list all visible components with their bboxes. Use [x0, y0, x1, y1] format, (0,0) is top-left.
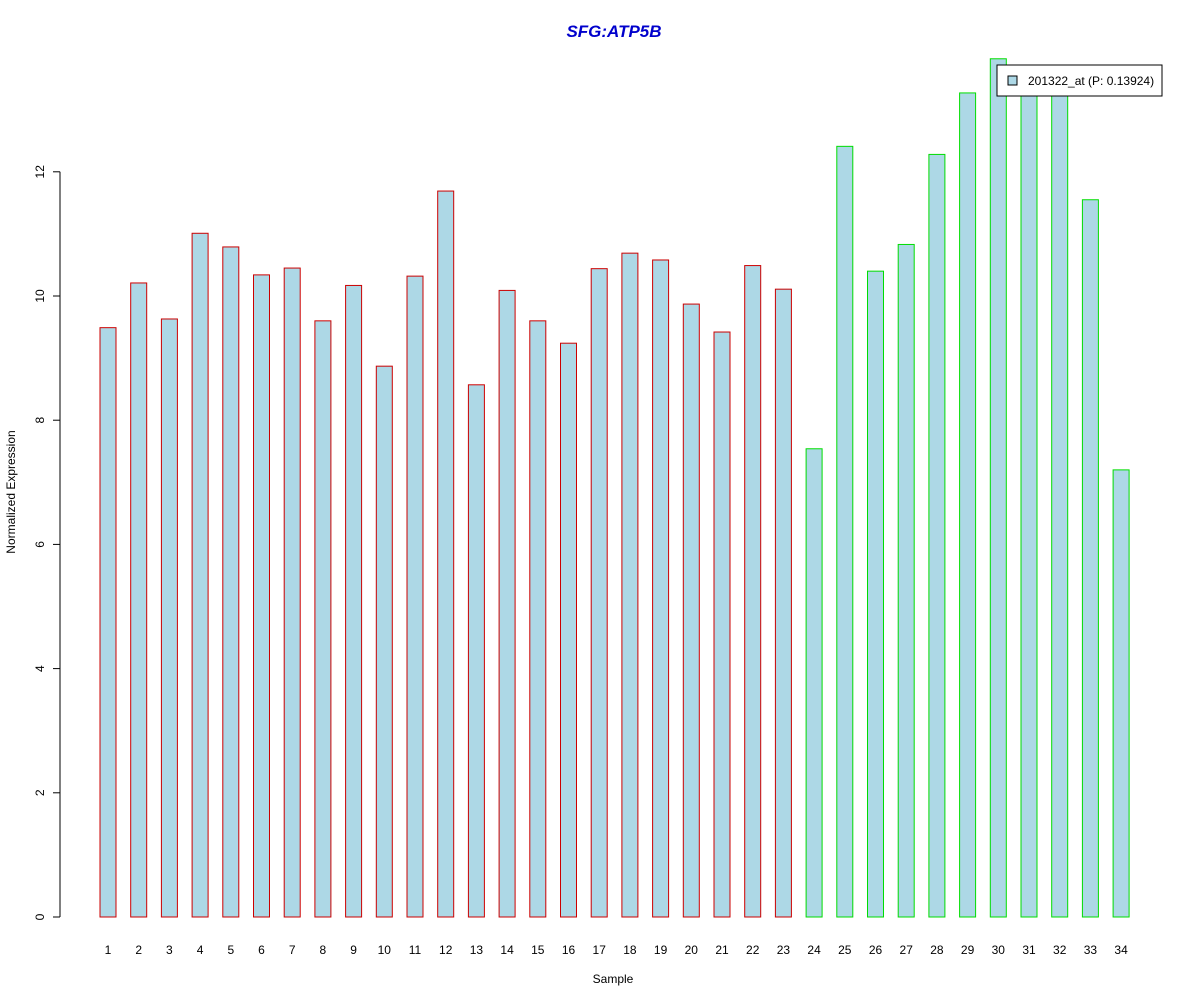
bar	[498, 289, 516, 918]
bar	[222, 246, 240, 918]
x-tick-label: 5	[227, 943, 234, 957]
bar	[1081, 199, 1099, 918]
bar	[467, 384, 485, 918]
y-tick-label: 8	[33, 417, 47, 424]
bar	[1112, 469, 1130, 918]
x-tick-label: 1	[105, 943, 112, 957]
bar	[283, 267, 301, 918]
legend-entry: 201322_at (P: 0.13924)	[1028, 74, 1154, 88]
chart-title: SFG:ATP5B	[566, 22, 661, 41]
x-tick-label: 25	[838, 943, 852, 957]
x-tick-label: 14	[500, 943, 514, 957]
x-tick-label: 7	[289, 943, 296, 957]
y-tick-label: 12	[33, 165, 47, 179]
x-tick-label: 9	[350, 943, 357, 957]
bar	[406, 275, 424, 918]
bar	[713, 331, 731, 918]
bar	[560, 342, 577, 918]
bar	[682, 303, 700, 918]
x-tick-label: 33	[1084, 943, 1098, 957]
bar	[529, 320, 547, 918]
bar	[437, 190, 455, 918]
x-tick-label: 26	[869, 943, 883, 957]
x-tick-label: 10	[378, 943, 392, 957]
x-tick-label: 20	[685, 943, 699, 957]
x-tick-label: 34	[1114, 943, 1128, 957]
x-tick-label: 27	[900, 943, 914, 957]
bar	[652, 259, 670, 918]
y-tick-label: 2	[33, 789, 47, 796]
x-tick-label: 23	[777, 943, 791, 957]
bar	[375, 365, 393, 918]
x-tick-label: 12	[439, 943, 453, 957]
x-tick-label: 16	[562, 943, 576, 957]
bar	[774, 288, 792, 918]
y-axis: 0 2 4 6 8 10 12	[33, 165, 61, 920]
bar	[744, 265, 762, 918]
y-tick-label: 10	[33, 289, 47, 303]
bar	[1051, 90, 1069, 918]
y-axis-label: Normalized Expression	[4, 430, 18, 553]
bar	[130, 282, 148, 918]
x-tick-label: 18	[623, 943, 637, 957]
x-tick-label: 15	[531, 943, 545, 957]
x-tick-label: 29	[961, 943, 975, 957]
bar	[897, 243, 915, 918]
bar	[191, 232, 209, 918]
bar	[959, 92, 977, 918]
x-tick-label: 19	[654, 943, 668, 957]
y-tick-label: 0	[33, 913, 47, 920]
x-tick-label: 13	[470, 943, 484, 957]
x-tick-label: 24	[807, 943, 821, 957]
x-tick-label: 8	[320, 943, 327, 957]
legend-swatch	[1007, 75, 1018, 86]
x-tick-label: 3	[166, 943, 173, 957]
legend: 201322_at (P: 0.13924)	[996, 64, 1163, 97]
x-tick-label: 32	[1053, 943, 1067, 957]
bar	[314, 320, 332, 918]
bar	[805, 448, 823, 918]
bar	[253, 274, 270, 918]
bar	[867, 270, 884, 918]
x-tick-label: 4	[197, 943, 204, 957]
x-tick-label: 17	[593, 943, 607, 957]
x-tick-label: 31	[1022, 943, 1036, 957]
y-tick-label: 4	[33, 665, 47, 672]
bar	[1020, 90, 1038, 918]
bar	[989, 58, 1007, 918]
bar	[836, 145, 854, 918]
x-tick-label: 2	[135, 943, 142, 957]
x-tick-label: 6	[258, 943, 265, 957]
x-tick-label: 11	[409, 943, 422, 957]
x-tick-label: 30	[992, 943, 1006, 957]
y-tick-label: 6	[33, 541, 47, 548]
bar	[99, 327, 117, 918]
x-axis-label: Sample	[593, 972, 634, 986]
bar	[160, 318, 178, 918]
legend-box	[996, 64, 1163, 97]
bars	[99, 58, 1130, 918]
x-tick-labels: 1 2 3 4 5 6 7 8 9 10 11 12 13 14 15 16 17 18 19 20 21 22 23 24 2…	[105, 943, 1128, 957]
bar	[590, 268, 608, 918]
bar	[621, 252, 639, 918]
bar	[345, 284, 363, 918]
bar	[928, 153, 946, 918]
x-tick-label: 21	[715, 943, 729, 957]
x-tick-label: 22	[746, 943, 760, 957]
x-tick-label: 28	[930, 943, 944, 957]
